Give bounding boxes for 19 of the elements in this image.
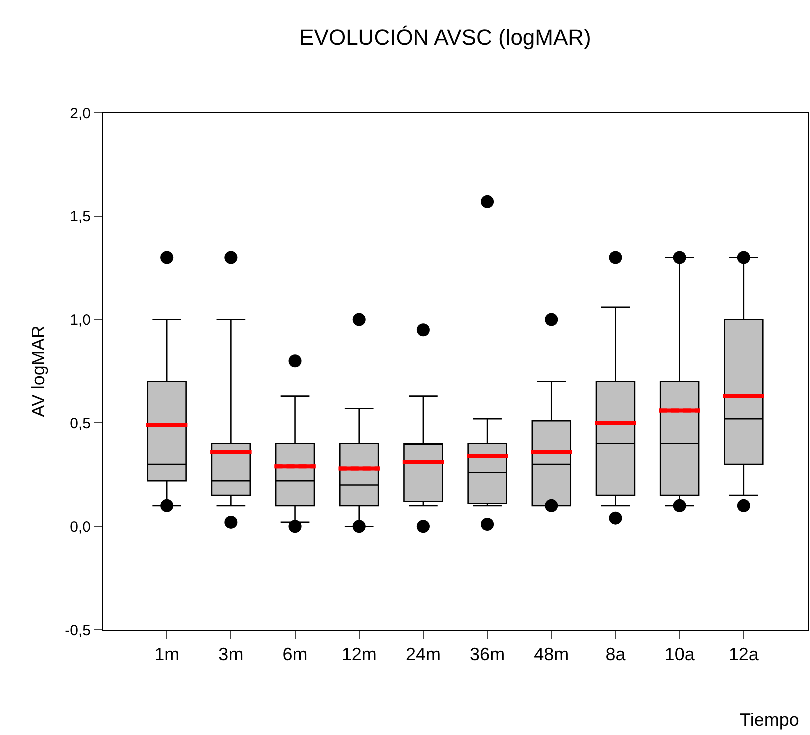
x-axis-title: Tiempo bbox=[740, 710, 800, 730]
x-tick-label: 48m bbox=[534, 644, 570, 665]
x-tick-label: 12m bbox=[342, 644, 377, 665]
x-tick-label: 10a bbox=[664, 644, 696, 665]
x-tick-label: 12a bbox=[728, 644, 760, 665]
x-tick-label: 36m bbox=[470, 644, 506, 665]
y-tick-label: 1,0 bbox=[70, 312, 91, 330]
y-tick-label: 0,5 bbox=[70, 415, 91, 432]
x-tick-label: 1m bbox=[154, 644, 180, 665]
y-tick-label: -0,5 bbox=[65, 622, 91, 640]
y-tick-label: 0,0 bbox=[70, 518, 91, 536]
y-axis-title: AV logMAR bbox=[28, 326, 48, 418]
x-tick-label: 8a bbox=[606, 644, 627, 665]
y-tick-label: 1,5 bbox=[70, 208, 91, 226]
chart-title: EVOLUCIÓN AVSC (logMAR) bbox=[300, 24, 592, 50]
x-tick-label: 6m bbox=[282, 644, 308, 665]
x-tick-label: 3m bbox=[218, 644, 244, 665]
x-tick-label: 24m bbox=[406, 644, 441, 665]
y-tick-label: 2,0 bbox=[70, 105, 91, 122]
